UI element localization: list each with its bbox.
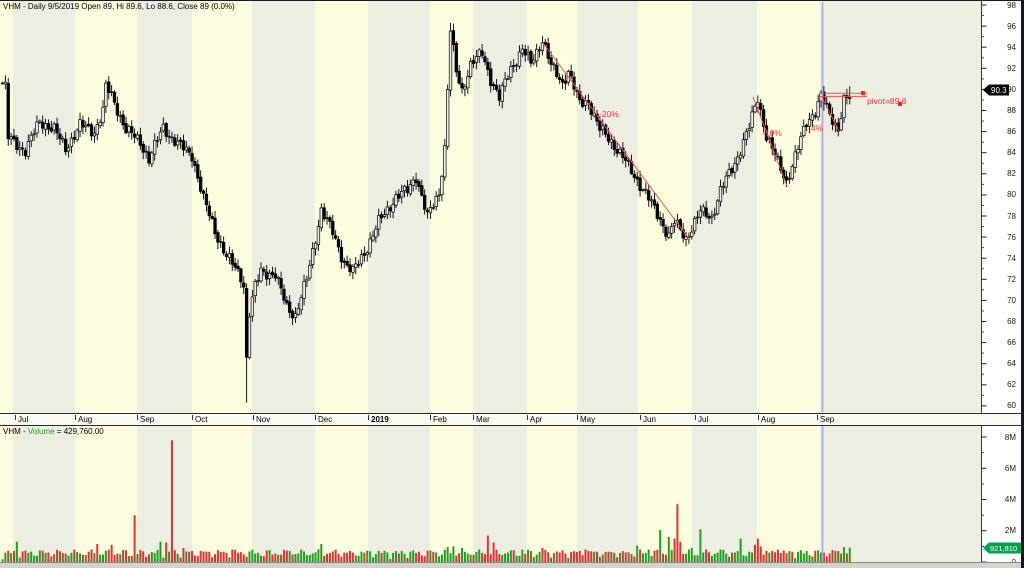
bottom-window-edge xyxy=(0,562,1024,568)
price-axis-label: 60 xyxy=(1007,401,1016,411)
price-axis-label: 70 xyxy=(1007,295,1016,305)
time-axis-month-label: Jun xyxy=(640,415,656,424)
svg-text:921,810: 921,810 xyxy=(990,544,1017,553)
month-band xyxy=(638,426,692,562)
price-axis-label: 92 xyxy=(1007,63,1016,73)
price-axis-label: 98 xyxy=(1007,0,1016,10)
time-axis-month-label: Sep xyxy=(817,415,834,424)
time-axis-month-label: May xyxy=(577,415,595,424)
axis-separator-line xyxy=(981,0,982,562)
time-axis-month-label: Apr xyxy=(527,415,542,424)
svg-text:-10%: -10% xyxy=(762,128,782,138)
top-window-edge xyxy=(0,0,1024,1)
svg-text:-4%: -4% xyxy=(808,123,824,133)
trendline-annotation[interactable]: -20% xyxy=(542,42,691,241)
time-axis-month-label: Oct xyxy=(192,415,207,424)
time-axis-row[interactable]: Jul Aug Sep Oct Nov Dec 2019 Feb Mar Apr May Jun Jul… xyxy=(0,413,1024,426)
month-band xyxy=(757,426,820,562)
month-band xyxy=(13,426,75,562)
month-band xyxy=(692,426,757,562)
trendline-annotation[interactable]: -4% xyxy=(808,96,840,133)
pivot-text-annotation[interactable]: pivot=89.6 xyxy=(861,91,907,106)
month-band xyxy=(137,1,192,413)
svg-text:pivot=89.6: pivot=89.6 xyxy=(867,96,907,106)
month-band xyxy=(252,426,315,562)
price-axis-label: 68 xyxy=(1007,317,1016,326)
last-volume-tag: 921,810 xyxy=(983,542,1021,554)
month-band xyxy=(577,1,638,413)
svg-text:-20%: -20% xyxy=(599,109,619,119)
month-band xyxy=(13,1,75,413)
month-band xyxy=(757,1,820,413)
price-axis-label: 88 xyxy=(1007,106,1016,115)
month-band xyxy=(137,426,192,562)
time-axis-month-label: Sep xyxy=(137,415,154,424)
time-axis-month-label: Dec xyxy=(315,415,332,424)
price-axis-label: 66 xyxy=(1007,338,1016,348)
volume-pane-title: VHM - Volume = 429,760.00 xyxy=(3,427,104,436)
price-axis-label: 82 xyxy=(1007,169,1016,179)
volume-title-symbol: VHM - xyxy=(3,427,28,436)
axis-ticks xyxy=(981,4,987,563)
time-axis-month-label: Nov xyxy=(253,415,270,424)
month-band xyxy=(820,426,981,562)
month-band xyxy=(527,426,577,562)
price-axis-label: 76 xyxy=(1007,232,1016,242)
volume-axis-label: 2M xyxy=(1004,526,1016,536)
volume-series xyxy=(1,440,851,562)
last-price-tag: 90.3 xyxy=(983,84,1009,96)
month-band xyxy=(75,426,137,562)
volume-title-metric: Volume xyxy=(27,427,55,436)
price-axis-label: 72 xyxy=(1007,274,1016,284)
candlestick-series xyxy=(0,22,852,403)
month-band xyxy=(0,426,13,562)
price-axis-label: 84 xyxy=(1007,148,1016,158)
time-axis-month-label: Aug xyxy=(758,415,775,424)
volume-pane-background xyxy=(0,426,981,562)
time-axis-month-label: Jul xyxy=(15,415,28,424)
time-axis-month-label: Feb xyxy=(430,415,447,424)
month-band xyxy=(473,1,527,413)
month-band xyxy=(430,426,473,562)
month-band xyxy=(368,1,430,413)
price-axis-label: 86 xyxy=(1007,127,1016,137)
price-axis-label: 80 xyxy=(1007,190,1016,200)
price-axis-label: 62 xyxy=(1007,380,1016,390)
volume-axis-label: 8M xyxy=(1004,432,1016,442)
month-band xyxy=(192,1,252,413)
trendline-annotation[interactable]: -10% xyxy=(752,96,788,187)
pivot-line-annotation[interactable] xyxy=(820,92,867,97)
right-window-edge xyxy=(1021,0,1024,568)
month-band xyxy=(577,426,638,562)
volume-axis-label: 6M xyxy=(1004,463,1016,473)
price-axis-label: 94 xyxy=(1007,42,1016,52)
time-axis-month-label: Jul xyxy=(695,415,708,424)
price-pane-title: VHM - Daily 9/5/2019 Open 89, Hi 89.6, L… xyxy=(3,2,235,11)
month-band xyxy=(75,1,137,413)
month-band xyxy=(473,426,527,562)
price-axis-label: 74 xyxy=(1007,253,1016,263)
price-axis-label: 96 xyxy=(1007,21,1016,31)
price-axis-label: 90 xyxy=(1007,84,1016,94)
month-band xyxy=(368,426,430,562)
month-band xyxy=(192,426,252,562)
svg-text:90.3: 90.3 xyxy=(991,86,1007,95)
price-pane-background xyxy=(0,1,981,413)
month-band xyxy=(315,426,368,562)
time-axis-month-label: Mar xyxy=(473,415,490,424)
month-band xyxy=(820,1,981,413)
month-band xyxy=(252,1,315,413)
price-axis-label: 78 xyxy=(1007,211,1016,221)
volume-title-value: = 429,760.00 xyxy=(54,427,104,436)
volume-axis-label: 4M xyxy=(1004,495,1016,504)
price-axis-label: 64 xyxy=(1007,359,1016,369)
time-axis-month-label: 2019 xyxy=(368,415,389,424)
time-axis-month-label: Aug xyxy=(75,415,92,424)
